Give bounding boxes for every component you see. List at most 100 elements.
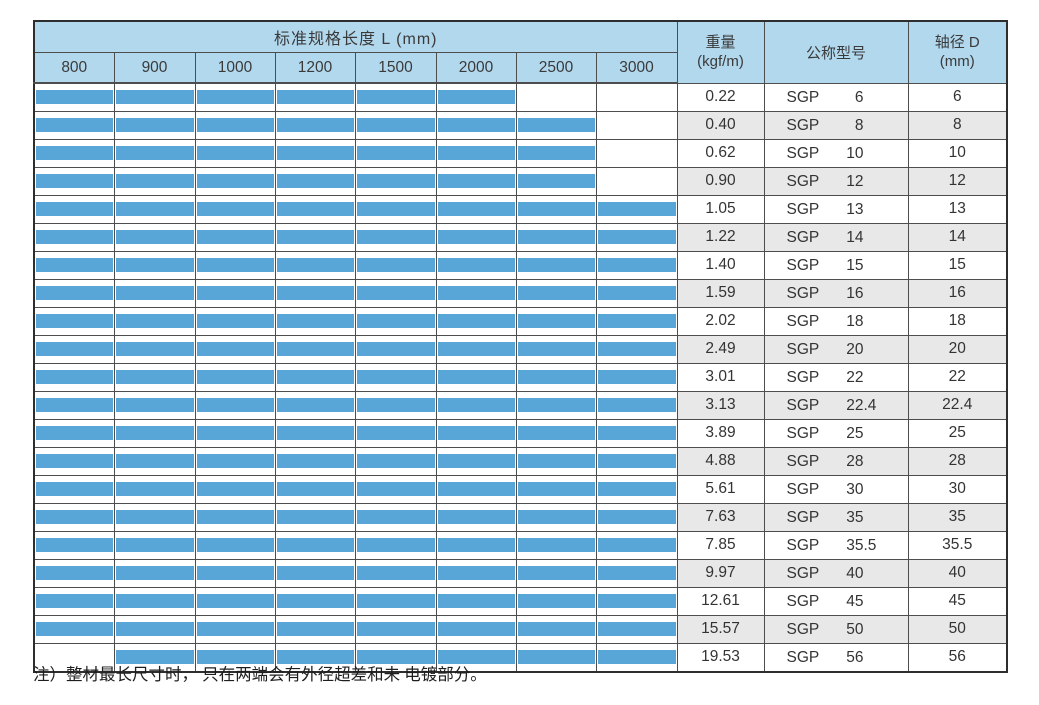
model-cell: 16 SGP	[763, 278, 909, 308]
length-cell	[274, 558, 356, 588]
length-availability-bar	[276, 90, 354, 105]
length-cell	[33, 502, 115, 532]
table-row: 0.40 8 SGP 8	[33, 110, 1008, 140]
length-cell	[194, 614, 276, 644]
length-availability-bar	[115, 426, 194, 440]
model-cell: 45 SGP	[763, 586, 909, 616]
model-size-int: 20	[846, 340, 864, 358]
length-cell	[274, 306, 356, 336]
length-availability-bar	[356, 650, 435, 664]
model-prefix: SGP	[786, 228, 820, 246]
length-cell	[435, 110, 517, 140]
model-cell: 14 SGP	[763, 222, 909, 252]
model-cell-content: 30 SGP	[765, 476, 907, 502]
length-cell	[515, 418, 597, 448]
model-header: 公称型号	[763, 20, 909, 84]
length-cell	[354, 278, 437, 308]
length-cell	[595, 110, 678, 140]
length-availability-bar	[115, 566, 194, 580]
length-header-title: 标准规格长度 L (mm)	[33, 20, 678, 53]
length-availability-bar	[597, 594, 676, 608]
length-col-header: 800	[33, 52, 115, 84]
model-size-int: 56	[846, 648, 864, 666]
length-cell	[435, 558, 517, 588]
length-availability-bar	[36, 454, 113, 468]
length-availability-bar	[597, 286, 676, 300]
length-cell	[194, 586, 276, 616]
length-availability-bar	[196, 566, 274, 580]
length-cell	[515, 166, 597, 196]
length-availability-bar	[36, 230, 113, 244]
model-size-dec: .5	[863, 536, 877, 554]
length-cell	[113, 558, 196, 588]
model-size-int: 28	[846, 452, 864, 470]
model-cell-content: 14 SGP	[765, 224, 907, 250]
length-availability-bar	[276, 426, 354, 440]
length-availability-bar	[196, 90, 274, 105]
length-availability-bar	[196, 146, 274, 160]
model-cell-content: 12 SGP	[765, 168, 907, 194]
length-availability-bar	[597, 510, 676, 524]
model-cell-content: 18 SGP	[765, 308, 907, 334]
length-cell	[354, 530, 437, 560]
table-row: 3.89 25 SGP 25	[33, 418, 1008, 448]
length-availability-bar	[36, 370, 113, 384]
model-prefix: SGP	[786, 592, 820, 610]
length-cell	[354, 558, 437, 588]
length-cell	[274, 138, 356, 168]
length-availability-bar	[517, 454, 595, 468]
length-cell	[435, 390, 517, 420]
length-availability-bar	[36, 510, 113, 524]
diameter-cell: 56	[907, 642, 1008, 672]
length-availability-bar	[437, 90, 515, 105]
length-availability-bar	[276, 538, 354, 552]
weight-cell: 1.22	[676, 222, 765, 252]
length-availability-bar	[517, 314, 595, 328]
length-availability-bar	[276, 622, 354, 636]
model-cell-content: 10 SGP	[765, 140, 907, 166]
length-cell	[435, 502, 517, 532]
model-cell-content: 35 SGP	[765, 504, 907, 530]
weight-cell: 1.05	[676, 194, 765, 224]
length-cell	[354, 390, 437, 420]
length-cell	[274, 390, 356, 420]
length-availability-bar	[115, 650, 194, 664]
length-availability-bar	[115, 510, 194, 524]
length-availability-bar	[276, 398, 354, 412]
length-availability-bar	[517, 146, 595, 160]
length-cell	[354, 642, 437, 672]
diameter-cell: 28	[907, 446, 1008, 476]
model-cell: 35 SGP	[763, 502, 909, 532]
length-availability-bar	[517, 230, 595, 244]
length-cell	[595, 278, 678, 308]
length-cell	[595, 166, 678, 196]
diameter-cell: 40	[907, 558, 1008, 588]
length-cell	[595, 222, 678, 252]
model-prefix: SGP	[786, 620, 820, 638]
length-availability-bar	[276, 174, 354, 188]
length-availability-bar	[276, 650, 354, 664]
length-availability-bar	[276, 482, 354, 496]
length-col-header: 1200	[274, 52, 356, 84]
length-availability-bar	[517, 426, 595, 440]
length-cell	[113, 530, 196, 560]
length-availability-bar	[356, 90, 435, 105]
length-availability-bar	[597, 482, 676, 496]
length-availability-bar	[36, 482, 113, 496]
length-cell	[33, 278, 115, 308]
length-cell	[194, 250, 276, 280]
model-cell: 30 SGP	[763, 474, 909, 504]
model-cell: 10 SGP	[763, 138, 909, 168]
length-availability-bar	[517, 174, 595, 188]
length-availability-bar	[36, 594, 113, 608]
model-size-int: 40	[846, 564, 864, 582]
length-availability-bar	[115, 594, 194, 608]
model-prefix: SGP	[786, 564, 820, 582]
table-row: 0.62 10 SGP 10	[33, 138, 1008, 168]
length-cell	[33, 530, 115, 560]
length-availability-bar	[356, 510, 435, 524]
length-availability-bar	[437, 202, 515, 216]
model-cell-content: 28 SGP	[765, 448, 907, 474]
weight-cell: 0.62	[676, 138, 765, 168]
